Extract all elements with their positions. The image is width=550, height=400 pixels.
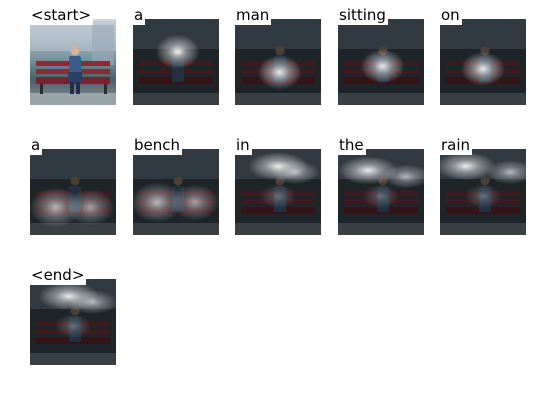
caption-word: man xyxy=(235,5,272,25)
attention-panel: bench xyxy=(133,135,219,235)
caption-word: sitting xyxy=(338,5,388,25)
attention-panel: <end> xyxy=(30,265,116,365)
caption-word: <end> xyxy=(30,265,87,285)
attention-map xyxy=(133,149,219,235)
attention-panel: sitting xyxy=(338,5,424,105)
attention-panel: <start> xyxy=(30,5,116,105)
attention-map xyxy=(338,149,424,235)
attention-map xyxy=(133,19,219,105)
attention-panel: a xyxy=(30,135,116,235)
attention-map xyxy=(235,19,321,105)
caption-word: <start> xyxy=(30,5,94,25)
scene-photo xyxy=(30,19,116,105)
attention-panel: on xyxy=(440,5,526,105)
caption-word: a xyxy=(133,5,146,25)
attention-panel: the xyxy=(338,135,424,235)
caption-word: a xyxy=(30,135,43,155)
attention-panel: a xyxy=(133,5,219,105)
attention-map xyxy=(235,149,321,235)
attention-map xyxy=(30,279,116,365)
attention-panel: man xyxy=(235,5,321,105)
caption-word: rain xyxy=(440,135,473,155)
caption-word: in xyxy=(235,135,252,155)
attention-panel: in xyxy=(235,135,321,235)
attention-map xyxy=(30,149,116,235)
attention-map xyxy=(440,149,526,235)
attention-map xyxy=(338,19,424,105)
attention-map xyxy=(440,19,526,105)
caption-word: bench xyxy=(133,135,183,155)
caption-word: the xyxy=(338,135,366,155)
attention-panel: rain xyxy=(440,135,526,235)
caption-word: on xyxy=(440,5,462,25)
